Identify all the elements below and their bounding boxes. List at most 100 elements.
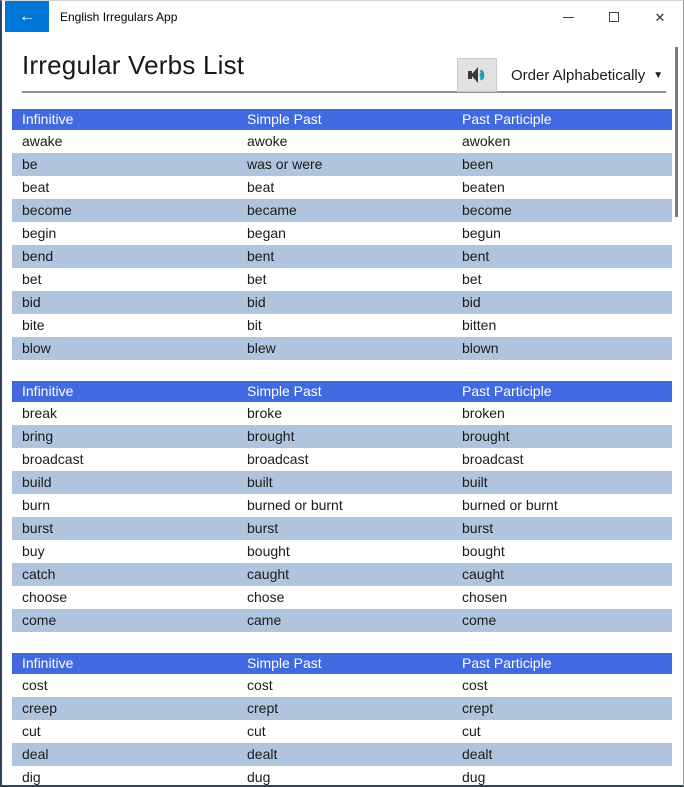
verb-cell: built <box>462 474 488 490</box>
table-row: bet bet bet <box>12 268 672 291</box>
table-row: break broke broken <box>12 402 672 425</box>
verb-cell: blown <box>462 340 499 356</box>
column-header-simple-past: Simple Past <box>247 111 322 127</box>
table-body: awake awoke awoken be was or were been beat bea… <box>12 130 672 360</box>
verb-tables: Infinitive Simple Past Past Participle a… <box>12 109 672 785</box>
table-row: come came come <box>12 609 672 632</box>
column-header-infinitive: Infinitive <box>22 111 74 127</box>
verb-cell: burst <box>462 520 494 536</box>
verb-table-3: Infinitive Simple Past Past Participle c… <box>12 653 672 785</box>
table-row: deal dealt dealt <box>12 743 672 766</box>
order-dropdown-label: Order Alphabetically <box>511 66 646 84</box>
verb-cell: begun <box>462 225 501 241</box>
verb-cell: buy <box>22 543 45 559</box>
verb-cell: awoke <box>247 133 288 149</box>
column-header-simple-past: Simple Past <box>247 655 322 671</box>
verb-cell: awake <box>22 133 63 149</box>
verb-cell: become <box>462 202 512 218</box>
table-header-row: Infinitive Simple Past Past Participle <box>12 653 672 674</box>
table-row: beat beat beaten <box>12 176 672 199</box>
verb-cell: burst <box>22 520 54 536</box>
verb-cell: broken <box>462 405 505 421</box>
table-row: catch caught caught <box>12 563 672 586</box>
table-row: blow blew blown <box>12 337 672 360</box>
close-button[interactable]: ✕ <box>637 1 683 33</box>
verb-cell: bought <box>462 543 505 559</box>
verb-cell: bid <box>462 294 481 310</box>
verb-cell: choose <box>22 589 68 605</box>
verb-cell: bent <box>247 248 275 264</box>
order-alphabetically-dropdown[interactable]: Order Alphabetically ▼ <box>511 63 663 87</box>
verb-cell: bid <box>247 294 266 310</box>
column-header-simple-past: Simple Past <box>247 383 322 399</box>
table-row: become became become <box>12 199 672 222</box>
speaker-button[interactable] <box>457 58 497 92</box>
table-body: break broke broken bring brought brought broad… <box>12 402 672 632</box>
verb-cell: bet <box>22 271 42 287</box>
verb-cell: brought <box>247 428 295 444</box>
verb-cell: bitten <box>462 317 497 333</box>
verb-table-1: Infinitive Simple Past Past Participle a… <box>12 109 672 360</box>
verb-cell: caught <box>462 566 505 582</box>
table-header-row: Infinitive Simple Past Past Participle <box>12 381 672 402</box>
verb-cell: cost <box>462 677 488 693</box>
verb-cell: burned or burnt <box>462 497 558 513</box>
verb-cell: become <box>22 202 72 218</box>
minimize-icon <box>562 16 574 18</box>
verb-cell: cost <box>22 677 48 693</box>
page-title: Irregular Verbs List <box>22 50 245 80</box>
verb-cell: broadcast <box>22 451 84 467</box>
table-row: begin began begun <box>12 222 672 245</box>
verb-cell: bend <box>22 248 54 264</box>
verb-cell: burn <box>22 497 51 513</box>
close-icon: ✕ <box>654 9 666 25</box>
verb-cell: chose <box>247 589 285 605</box>
speaker-icon <box>468 67 485 83</box>
verb-cell: catch <box>22 566 56 582</box>
verb-cell: bet <box>247 271 267 287</box>
window-controls: ✕ <box>545 1 683 33</box>
table-row: dig dug dug <box>12 766 672 785</box>
verb-cell: blew <box>247 340 276 356</box>
verb-cell: bid <box>22 294 41 310</box>
table-row: buy bought bought <box>12 540 672 563</box>
verb-cell: broadcast <box>462 451 524 467</box>
verb-cell: dealt <box>462 746 493 762</box>
table-row: build built built <box>12 471 672 494</box>
verb-cell: broadcast <box>247 451 309 467</box>
verb-cell: break <box>22 405 58 421</box>
minimize-button[interactable] <box>545 1 591 33</box>
verb-cell: crept <box>462 700 494 716</box>
table-row: burst burst burst <box>12 517 672 540</box>
verb-table-2: Infinitive Simple Past Past Participle b… <box>12 381 672 632</box>
verb-cell: dig <box>22 769 41 785</box>
verb-cell: dealt <box>247 746 278 762</box>
verb-cell: cut <box>462 723 481 739</box>
column-header-infinitive: Infinitive <box>22 383 74 399</box>
vertical-scrollbar-thumb[interactable] <box>675 47 678 217</box>
verb-cell: chosen <box>462 589 508 605</box>
verb-cell: became <box>247 202 297 218</box>
verb-cell: bent <box>462 248 490 264</box>
verb-cell: been <box>462 156 494 172</box>
verb-cell: cut <box>247 723 266 739</box>
table-header-row: Infinitive Simple Past Past Participle <box>12 109 672 130</box>
table-row: cost cost cost <box>12 674 672 697</box>
back-button[interactable]: ← <box>5 1 49 32</box>
titlebar: ← English Irregulars App ✕ <box>2 1 683 33</box>
table-row: be was or were been <box>12 153 672 176</box>
verb-cell: beaten <box>462 179 505 195</box>
verb-cell: beat <box>22 179 50 195</box>
verb-cell: dug <box>462 769 486 785</box>
maximize-button[interactable] <box>591 1 637 33</box>
table-row: broadcast broadcast broadcast <box>12 448 672 471</box>
verb-cell: bought <box>247 543 290 559</box>
verb-cell: dug <box>247 769 271 785</box>
verb-cell: was or were <box>247 156 323 172</box>
verb-cell: broke <box>247 405 283 421</box>
verb-cell: bet <box>462 271 482 287</box>
app-title: English Irregulars App <box>60 10 178 24</box>
verb-cell: come <box>22 612 57 628</box>
verb-cell: burned or burnt <box>247 497 343 513</box>
